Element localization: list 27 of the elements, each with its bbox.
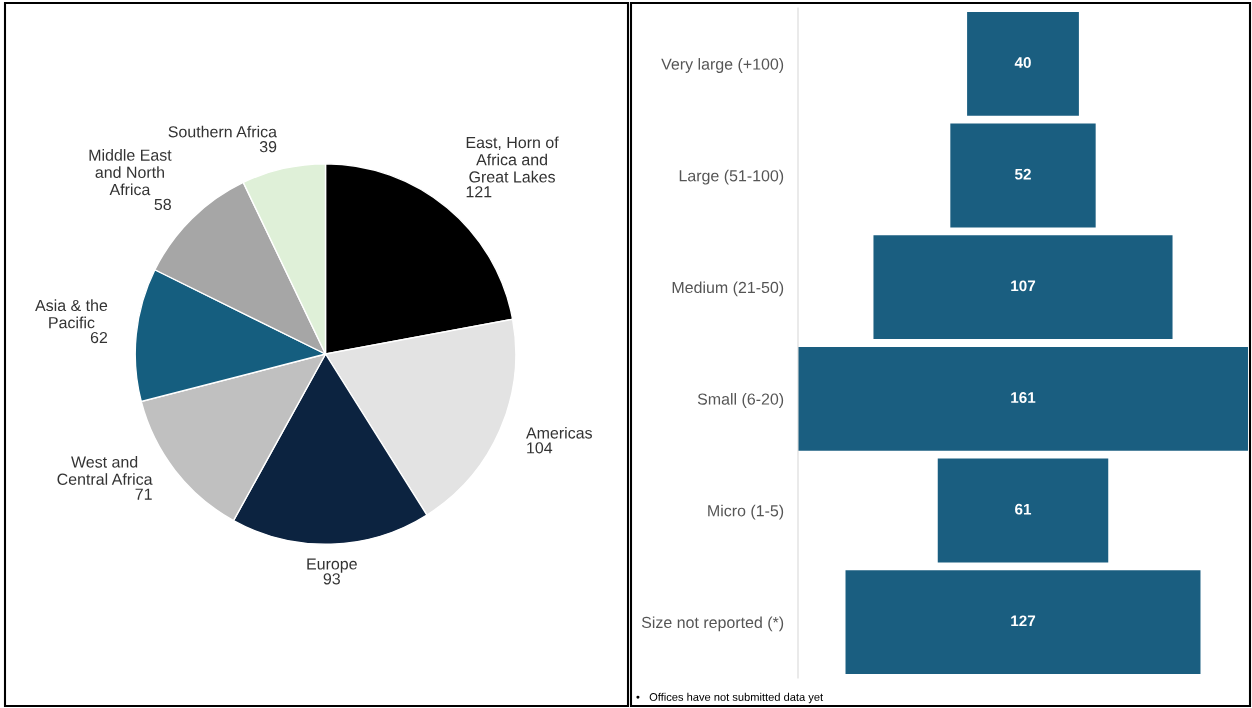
text: • Offices have not submitted data yet: [636, 692, 824, 704]
data-label: 161: [1011, 392, 1036, 403]
slice-label: Americas: [526, 426, 592, 439]
category-label: Size not reported (*): [641, 616, 784, 632]
data-label: 127: [1011, 615, 1036, 627]
data-label: 62: [90, 331, 108, 344]
slice-label: Middle East and North Africa: [89, 149, 172, 196]
data-label: 52: [1014, 168, 1031, 180]
data-label: 71: [135, 488, 152, 500]
category-label: Large (51-100): [679, 169, 784, 185]
slice-label: Southern Africa: [168, 125, 277, 138]
data-label: 39: [259, 141, 277, 153]
slice-label: East, Horn of Africa and Great Lakes: [466, 136, 559, 183]
data-label: 58: [154, 198, 171, 211]
data-label: 107: [1011, 280, 1036, 292]
slice-label: West and Central Africa: [57, 455, 153, 485]
data-label: 93: [323, 573, 340, 585]
slice-label: Europe: [307, 558, 357, 573]
data-label: 104: [527, 442, 553, 454]
category-label: Micro (1-5): [708, 504, 784, 520]
slice-label: Asia & the Pacific: [35, 299, 108, 329]
data-label: 40: [1014, 57, 1031, 68]
category-label: Small (6-20): [697, 393, 784, 408]
data-label: 121: [466, 186, 492, 198]
category-label: Very large (+100): [661, 58, 784, 73]
category-label: Medium (21-50): [672, 281, 784, 297]
data-label: 61: [1015, 503, 1032, 515]
